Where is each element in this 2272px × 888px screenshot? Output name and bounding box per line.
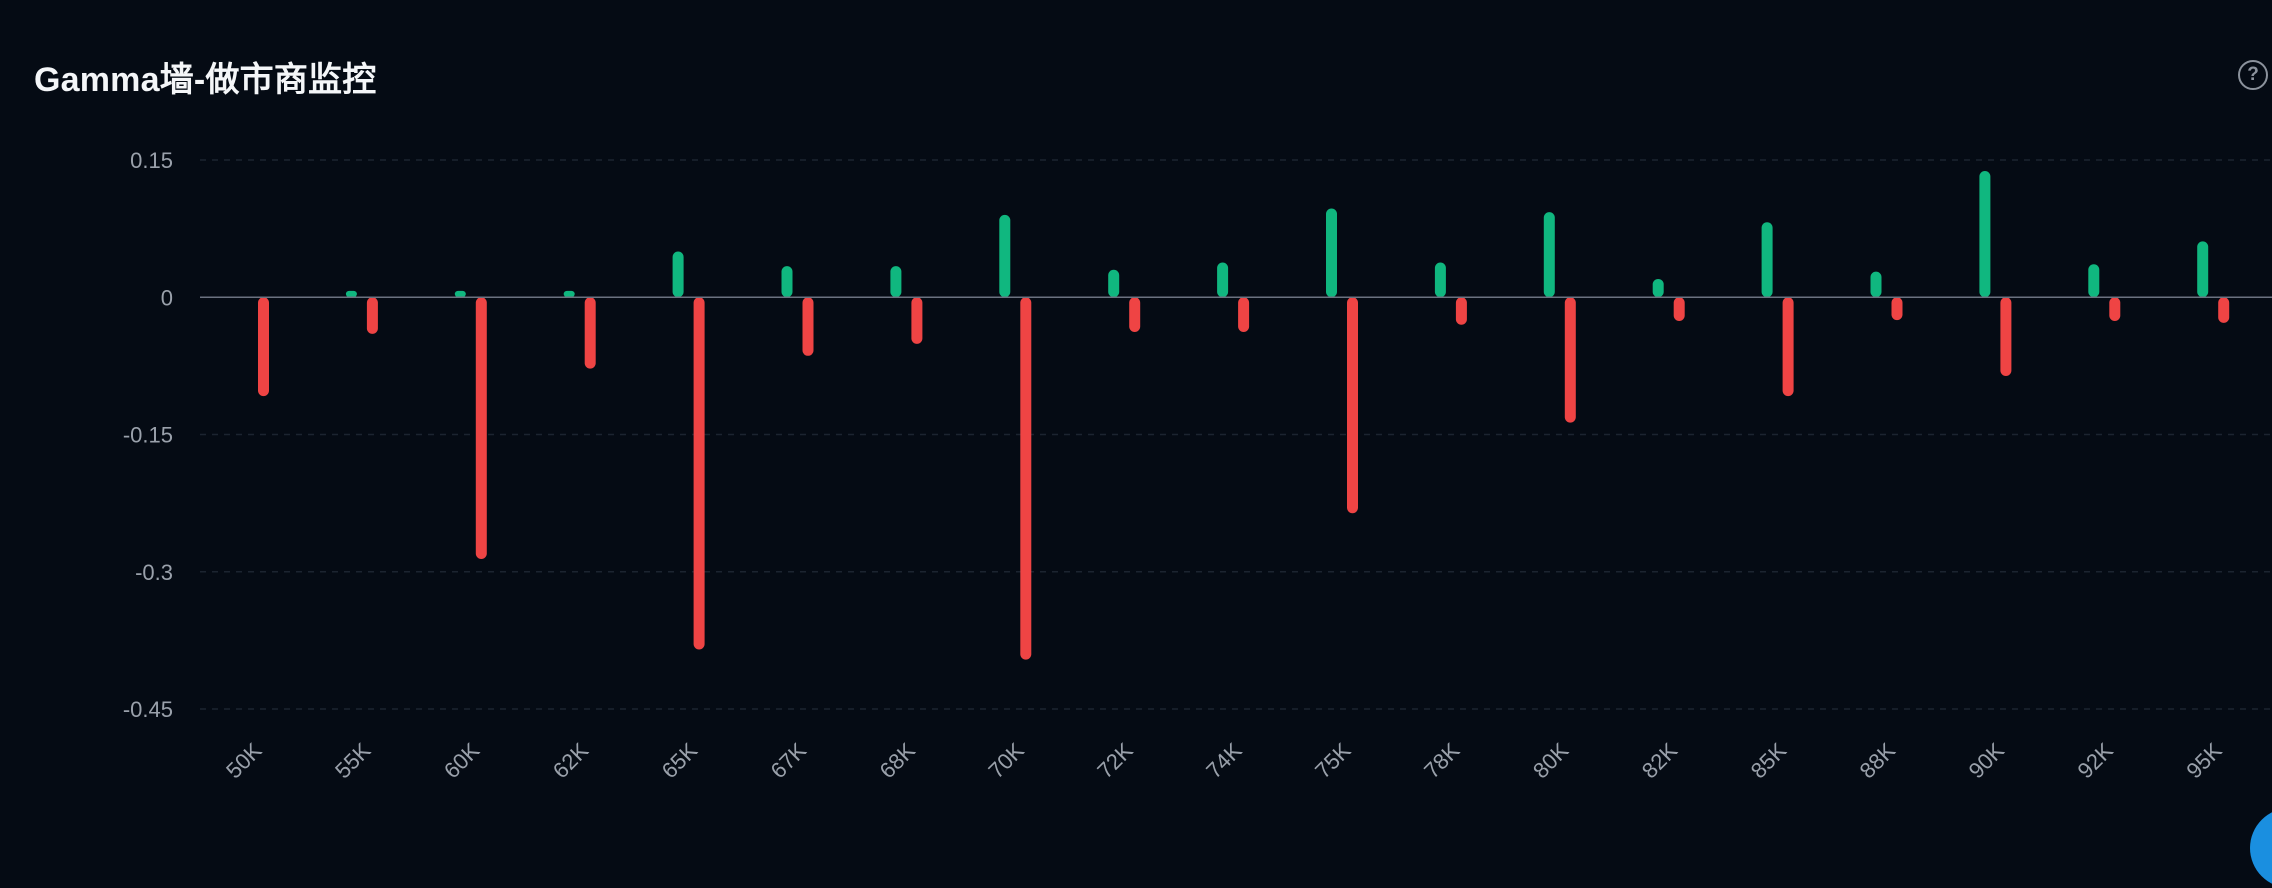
x-tick-label: 85K (1746, 738, 1792, 784)
x-tick-label: 55K (330, 738, 376, 784)
positive-bar-95K[interactable] (2197, 241, 2209, 298)
negative-bar-65K[interactable] (693, 297, 705, 650)
negative-bar-50K[interactable] (258, 297, 269, 397)
y-tick-label: 0 (161, 285, 173, 310)
gamma-bar-chart: 0.15 0 -0.15 -0.3 -0.45 50K 55K 60K 62K 65K 67K 68… (123, 148, 2272, 784)
x-tick-label: 88K (1855, 738, 1901, 784)
x-tick-label: 82K (1637, 738, 1683, 784)
y-tick-label: 0.15 (130, 148, 173, 173)
bars (237, 170, 2230, 660)
x-tick-label: 70K (983, 738, 1029, 784)
positive-bar-78K[interactable] (1434, 262, 1446, 298)
x-tick-label: 72K (1092, 738, 1138, 784)
y-tick-label: -0.15 (123, 423, 173, 448)
x-tick-label: 62K (548, 738, 594, 784)
x-tick-label: 74K (1201, 738, 1247, 784)
x-tick-label: 50K (221, 738, 267, 784)
negative-bar-60K[interactable] (475, 297, 487, 559)
x-tick-label: 78K (1419, 738, 1465, 784)
x-tick-label: 68K (875, 738, 921, 784)
negative-bar-75K[interactable] (1347, 297, 1358, 514)
negative-bar-74K[interactable] (1238, 297, 1250, 333)
negative-bar-67K[interactable] (802, 297, 814, 356)
positive-bar-62K[interactable] (563, 290, 575, 298)
negative-bar-95K[interactable] (2218, 297, 2230, 323)
positive-bar-90K[interactable] (1979, 170, 1991, 298)
positive-bar-72K[interactable] (1108, 269, 1120, 298)
negative-bar-90K[interactable] (2000, 297, 2012, 376)
grid-lines (200, 159, 2272, 710)
negative-bar-82K[interactable] (1673, 297, 1685, 322)
positive-bar-55K[interactable] (345, 290, 357, 298)
x-tick-label: 80K (1528, 738, 1574, 784)
y-axis: 0.15 0 -0.15 -0.3 -0.45 (123, 148, 173, 722)
negative-bar-80K[interactable] (1564, 297, 1576, 423)
positive-bar-65K[interactable] (672, 251, 684, 298)
x-tick-label: 67K (766, 738, 812, 784)
negative-bar-88K[interactable] (1891, 297, 1903, 321)
positive-bar-70K[interactable] (999, 214, 1011, 298)
x-tick-label: 65K (657, 738, 703, 784)
positive-bar-74K[interactable] (1217, 262, 1229, 298)
positive-bar-80K[interactable] (1543, 212, 1555, 298)
negative-bar-68K[interactable] (911, 297, 923, 344)
x-tick-label: 75K (1310, 738, 1356, 784)
x-tick-label: 92K (2072, 738, 2118, 784)
positive-bar-67K[interactable] (781, 266, 793, 298)
y-tick-label: -0.3 (135, 560, 173, 585)
x-tick-label: 60K (439, 738, 485, 784)
positive-bar-75K[interactable] (1326, 208, 1337, 298)
negative-bar-62K[interactable] (584, 297, 596, 369)
gamma-wall-panel: Gamma墙-做市商监控 ? 0.15 0 -0.15 -0.3 -0.45 50K 55… (34, 60, 2272, 888)
question-circle-icon[interactable]: ? (2238, 60, 2268, 90)
negative-bar-55K[interactable] (366, 297, 378, 334)
positive-bar-68K[interactable] (890, 266, 902, 298)
page-title: Gamma墙-做市商监控 (34, 61, 377, 99)
x-tick-label: 95K (2181, 738, 2227, 784)
positive-bar-88K[interactable] (1870, 271, 1882, 298)
x-tick-label: 90K (1964, 738, 2010, 784)
y-tick-label: -0.45 (123, 697, 173, 722)
positive-bar-85K[interactable] (1761, 222, 1773, 298)
negative-bar-70K[interactable] (1020, 297, 1032, 660)
negative-bar-85K[interactable] (1782, 297, 1794, 397)
x-axis: 50K 55K 60K 62K 65K 67K 68K 70K 72K 74K 75K 78K 80K 8… (221, 738, 2227, 784)
positive-bar-82K[interactable] (1652, 278, 1664, 298)
negative-bar-78K[interactable] (1455, 297, 1467, 325)
positive-bar-92K[interactable] (2088, 264, 2100, 298)
positive-bar-60K[interactable] (454, 290, 466, 298)
negative-bar-72K[interactable] (1129, 297, 1141, 333)
negative-bar-92K[interactable] (2109, 297, 2121, 322)
